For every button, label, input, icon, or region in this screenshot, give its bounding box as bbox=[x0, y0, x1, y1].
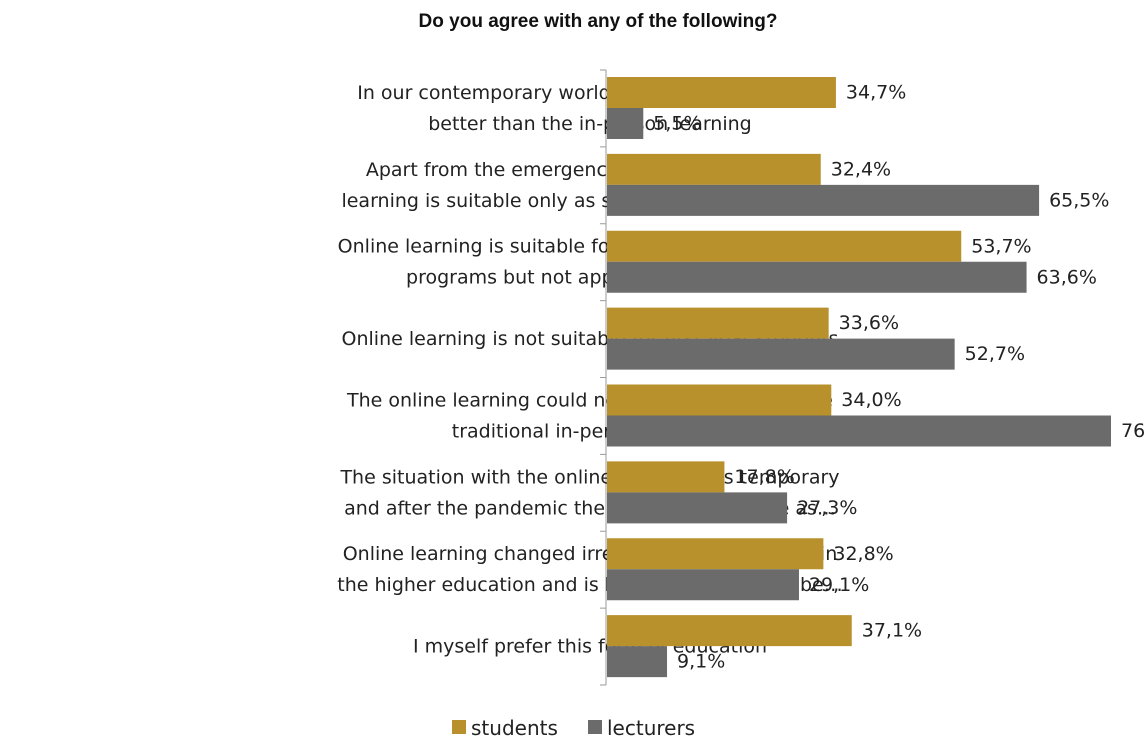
bar-students bbox=[607, 538, 824, 570]
data-label-students: 32,4% bbox=[831, 158, 891, 180]
data-label-lecturers: 63,6% bbox=[1037, 266, 1097, 288]
bar-lecturers bbox=[607, 492, 788, 524]
data-label-lecturers: 76,4% bbox=[1121, 420, 1144, 442]
data-label-students: 32,8% bbox=[833, 543, 893, 565]
data-label-lecturers: 27,3% bbox=[797, 497, 857, 519]
legend-swatch-students bbox=[452, 720, 466, 734]
data-label-lecturers: 52,7% bbox=[965, 343, 1025, 365]
data-label-lecturers: 65,5% bbox=[1049, 189, 1109, 211]
bars-group bbox=[607, 77, 1111, 678]
bar-students bbox=[607, 384, 832, 416]
bar-students bbox=[607, 307, 829, 339]
category-axis-group bbox=[600, 69, 607, 686]
data-label-students: 17,8% bbox=[734, 466, 794, 488]
chart-title: Do you agree with any of the following? bbox=[419, 11, 778, 32]
data-label-students: 33,6% bbox=[839, 312, 899, 334]
data-label-students: 34,7% bbox=[846, 82, 906, 104]
data-label-students: 34,0% bbox=[841, 389, 901, 411]
bar-lecturers bbox=[607, 338, 955, 370]
bar-lecturers bbox=[607, 415, 1111, 447]
bar-students bbox=[607, 615, 852, 647]
bar-students bbox=[607, 77, 836, 108]
bar-lecturers bbox=[607, 261, 1027, 293]
bar-lecturers bbox=[607, 646, 668, 678]
bar-lecturers bbox=[607, 569, 799, 601]
data-label-students: 37,1% bbox=[862, 620, 922, 642]
data-label-lecturers: 29,1% bbox=[809, 574, 869, 596]
bar-students bbox=[607, 461, 725, 493]
bar-lecturers bbox=[607, 184, 1040, 216]
data-label-students: 53,7% bbox=[971, 235, 1031, 257]
bar-lecturers bbox=[607, 108, 644, 139]
data-labels-group: 34,7% 5,5% 32,4% 65,5% 53,7% 63,6% 33,6% 52,7% 3… bbox=[653, 82, 1144, 673]
category-label: better than the in-person learning bbox=[428, 113, 751, 135]
data-label-lecturers: 5,5% bbox=[653, 113, 701, 135]
legend-label-lecturers: lecturers bbox=[607, 716, 695, 740]
legend: students lecturers bbox=[452, 716, 695, 740]
legend-label-students: students bbox=[471, 716, 558, 740]
bar-students bbox=[607, 230, 962, 262]
data-label-lecturers: 9,1% bbox=[677, 651, 725, 673]
legend-swatch-lecturers bbox=[588, 720, 602, 734]
bar-students bbox=[607, 153, 821, 185]
